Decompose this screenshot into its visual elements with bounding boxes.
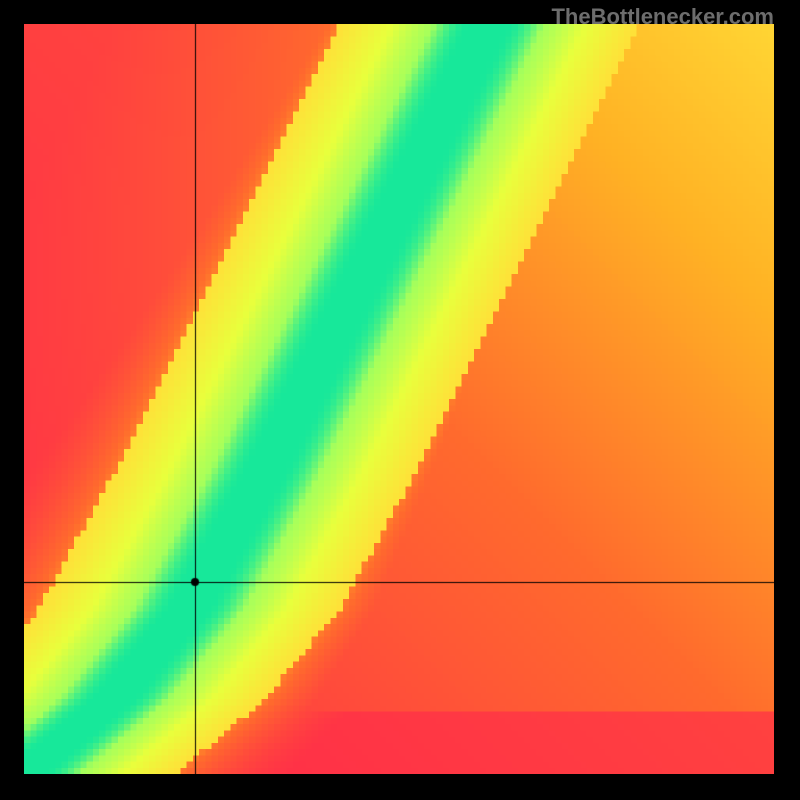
watermark-text: TheBottlenecker.com bbox=[551, 4, 774, 30]
bottleneck-heatmap bbox=[24, 24, 774, 774]
figure-container: TheBottlenecker.com bbox=[0, 0, 800, 800]
